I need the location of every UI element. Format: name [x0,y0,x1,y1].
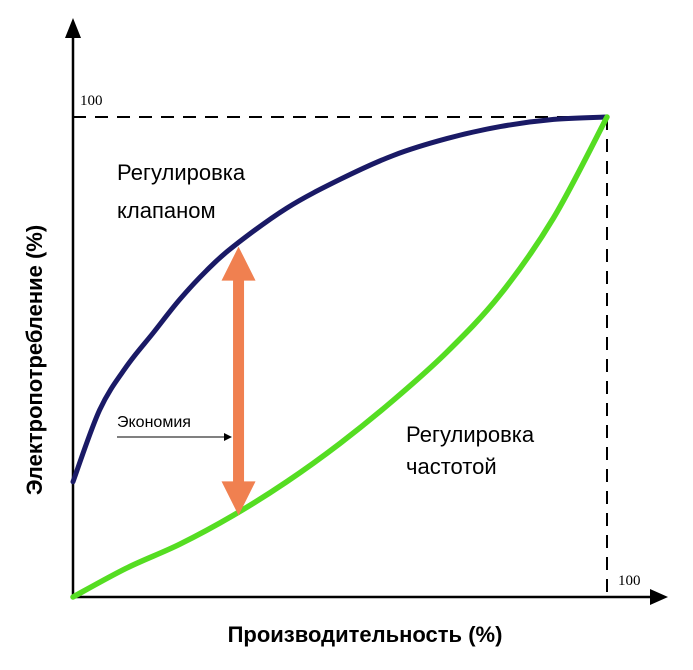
x-tick-label-100: 100 [618,573,641,589]
valve-series-label-line1: Регулировка [117,160,246,185]
savings-arrow-shaft [233,278,245,484]
savings-pointer-arrow-head-icon [224,433,232,441]
savings-double-arrow [221,246,256,516]
valve-series-label-line2: клапаном [117,198,216,223]
y-axis-arrow-icon [65,18,81,38]
y-axis-title: Электропотребление (%) [22,225,47,495]
savings-arrow-head-up-icon [221,246,256,281]
series-line-valve-control [70,114,610,485]
savings-label: Экономия [117,414,191,431]
savings-arrow-head-down-icon [221,481,256,516]
frequency-series-label-line1: Регулировка [406,422,535,447]
x-axis-title: Производительность (%) [228,622,503,647]
frequency-series-label-line2: частотой [406,454,497,479]
series-line-frequency-control [70,114,610,600]
x-axis-arrow-icon [650,589,668,605]
y-tick-label-100: 100 [80,93,103,109]
